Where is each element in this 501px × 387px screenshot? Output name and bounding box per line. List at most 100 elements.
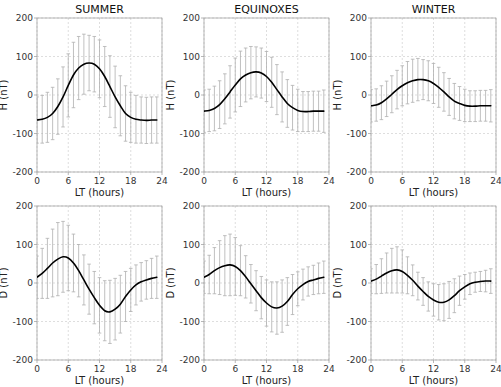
- y-tick-label: 200: [183, 201, 200, 211]
- y-axis-label: H (nT): [165, 79, 176, 110]
- y-tick: [34, 95, 37, 96]
- x-tick-label: 12: [428, 364, 439, 374]
- x-tick: [162, 360, 163, 363]
- y-tick: [368, 283, 371, 284]
- x-tick: [68, 360, 69, 363]
- y-tick: [201, 133, 204, 134]
- mean-line: [37, 257, 157, 312]
- y-tick-label: 100: [16, 52, 33, 62]
- mean-line: [204, 72, 324, 112]
- y-tick-label: 0: [361, 278, 367, 288]
- x-tick-label: 0: [34, 364, 40, 374]
- y-tick: [201, 95, 204, 96]
- y-tick-label: -100: [347, 317, 368, 327]
- y-tick-label: 0: [194, 90, 200, 100]
- y-tick: [201, 244, 204, 245]
- y-tick-label: 100: [16, 240, 33, 250]
- figure: 0 6 12 18 24 -200 -100 0 100 200 LT (hours) H (nT) S…: [0, 0, 501, 387]
- x-tick-label: 24: [490, 364, 501, 374]
- x-tick: [266, 172, 267, 175]
- y-tick-label: -100: [180, 317, 201, 327]
- plot-frame: [371, 206, 496, 360]
- x-tick: [130, 360, 131, 363]
- x-tick: [235, 172, 236, 175]
- y-tick-label: -100: [180, 129, 201, 139]
- y-tick-label: -100: [13, 129, 34, 139]
- panel-title: EQUINOXES: [234, 3, 299, 16]
- x-tick-label: 24: [323, 364, 335, 374]
- y-tick: [201, 206, 204, 207]
- y-tick: [34, 172, 37, 173]
- y-tick: [368, 95, 371, 96]
- y-tick-label: 200: [183, 13, 200, 23]
- y-tick: [201, 56, 204, 57]
- x-tick-label: 24: [156, 176, 168, 186]
- y-tick-label: 100: [350, 240, 367, 250]
- panel: 06121824-200-1000100200LT (hours)H (nT)S…: [0, 3, 168, 198]
- grid-line: [371, 244, 496, 245]
- data-group: [204, 46, 326, 132]
- data-group: [371, 58, 493, 122]
- x-tick: [464, 360, 465, 363]
- x-axis-label: LT (hours): [242, 187, 291, 198]
- grid-line: [433, 206, 434, 360]
- x-axis-label: LT (hours): [75, 375, 124, 386]
- x-tick: [204, 360, 205, 363]
- x-tick-label: 0: [34, 176, 40, 186]
- x-tick: [37, 172, 38, 175]
- y-axis-label: H (nT): [332, 79, 343, 110]
- x-tick: [297, 360, 298, 363]
- x-tick-label: 18: [292, 364, 304, 374]
- x-tick: [464, 172, 465, 175]
- x-tick-label: 0: [201, 176, 207, 186]
- grid-line: [371, 56, 496, 57]
- panel: 06121824-200-1000100200LT (hours)D (nT): [332, 201, 501, 386]
- x-tick-label: 18: [125, 364, 137, 374]
- y-tick-label: 100: [183, 240, 200, 250]
- x-tick-label: 24: [323, 176, 335, 186]
- y-axis-label: D (nT): [165, 267, 176, 298]
- y-tick: [368, 244, 371, 245]
- y-tick-label: 0: [27, 90, 33, 100]
- y-tick: [368, 133, 371, 134]
- x-tick-label: 0: [201, 364, 207, 374]
- y-tick: [368, 172, 371, 173]
- panel-title: SUMMER: [75, 3, 124, 16]
- x-tick-label: 24: [490, 176, 501, 186]
- mean-line: [37, 63, 157, 120]
- x-tick: [162, 172, 163, 175]
- y-tick: [34, 283, 37, 284]
- x-tick-label: 6: [65, 176, 71, 186]
- x-tick: [496, 360, 497, 363]
- x-tick-label: 18: [459, 176, 471, 186]
- y-tick-label: 200: [16, 201, 33, 211]
- x-tick-label: 12: [94, 176, 105, 186]
- y-tick: [368, 360, 371, 361]
- y-tick-label: 200: [350, 201, 367, 211]
- x-tick: [99, 172, 100, 175]
- y-tick: [201, 360, 204, 361]
- y-tick: [368, 206, 371, 207]
- mean-line: [371, 79, 491, 106]
- x-tick: [130, 172, 131, 175]
- y-tick: [201, 283, 204, 284]
- grid-line: [204, 244, 329, 245]
- plot-frame: [204, 18, 329, 172]
- x-tick-label: 6: [65, 364, 71, 374]
- x-tick: [329, 172, 330, 175]
- panel-title: WINTER: [412, 3, 456, 16]
- x-tick-label: 0: [368, 176, 374, 186]
- x-tick: [433, 360, 434, 363]
- x-tick-label: 18: [292, 176, 304, 186]
- y-tick-label: -200: [13, 167, 34, 177]
- x-tick-label: 12: [94, 364, 105, 374]
- x-tick-label: 6: [232, 176, 238, 186]
- x-tick: [329, 360, 330, 363]
- y-tick: [201, 321, 204, 322]
- y-axis-label: D (nT): [0, 267, 9, 298]
- panel: 06121824-200-1000100200LT (hours)H (nT)E…: [165, 3, 335, 198]
- x-tick: [204, 172, 205, 175]
- grid-line: [37, 133, 162, 134]
- x-tick: [402, 360, 403, 363]
- y-tick: [368, 56, 371, 57]
